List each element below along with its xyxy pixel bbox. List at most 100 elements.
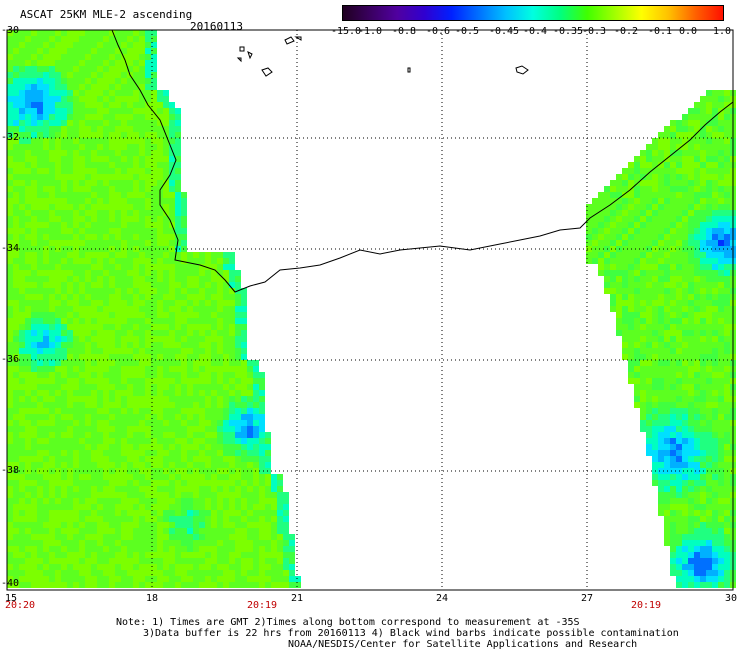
swath-cell	[115, 366, 121, 372]
swath-cell	[61, 30, 67, 36]
swath-cell	[7, 114, 13, 120]
swath-cell	[205, 306, 211, 312]
swath-cell	[121, 174, 127, 180]
swath-cell	[700, 474, 706, 480]
swath-cell	[103, 114, 109, 120]
swath-cell	[79, 168, 85, 174]
swath-cell	[13, 504, 19, 510]
swath-cell	[73, 96, 79, 102]
swath-cell	[622, 342, 628, 348]
swath-cell	[7, 144, 13, 150]
swath-cell	[115, 150, 121, 156]
swath-cell	[31, 300, 37, 306]
swath-cell	[634, 384, 640, 390]
swath-cell	[31, 264, 37, 270]
swath-cell	[712, 180, 718, 186]
swath-cell	[37, 576, 43, 582]
swath-cell	[25, 198, 31, 204]
swath-cell	[61, 384, 67, 390]
swath-cell	[211, 348, 217, 354]
swath-cell	[145, 318, 151, 324]
swath-cell	[67, 132, 73, 138]
swath-cell	[718, 288, 724, 294]
swath-cell	[91, 114, 97, 120]
swath-cell	[688, 330, 694, 336]
swath-cell	[718, 264, 724, 270]
swath-cell	[670, 534, 676, 540]
swath-cell	[199, 438, 205, 444]
swath-cell	[145, 108, 151, 114]
swath-cell	[49, 414, 55, 420]
swath-cell	[79, 174, 85, 180]
swath-cell	[31, 372, 37, 378]
swath-cell	[97, 174, 103, 180]
swath-cell	[169, 444, 175, 450]
swath-cell	[145, 570, 151, 576]
swath-cell	[688, 252, 694, 258]
swath-cell	[127, 264, 133, 270]
swath-cell	[7, 480, 13, 486]
swath-cell	[43, 582, 49, 588]
swath-cell	[694, 234, 700, 240]
swath-cell	[109, 60, 115, 66]
swath-cell	[109, 84, 115, 90]
swath-cell	[628, 234, 634, 240]
swath-cell	[712, 486, 718, 492]
swath-cell	[700, 282, 706, 288]
swath-cell	[133, 192, 139, 198]
swath-cell	[676, 162, 682, 168]
swath-cell	[181, 546, 187, 552]
swath-cell	[163, 372, 169, 378]
swath-cell	[628, 222, 634, 228]
swath-cell	[121, 132, 127, 138]
swath-cell	[145, 486, 151, 492]
swath-cell	[73, 312, 79, 318]
swath-cell	[157, 264, 163, 270]
swath-cell	[55, 336, 61, 342]
swath-cell	[139, 102, 145, 108]
swath-cell	[49, 324, 55, 330]
swath-cell	[79, 336, 85, 342]
swath-cell	[91, 186, 97, 192]
swath-cell	[127, 504, 133, 510]
swath-cell	[151, 294, 157, 300]
swath-cell	[169, 486, 175, 492]
swath-cell	[31, 66, 37, 72]
swath-cell	[121, 504, 127, 510]
swath-cell	[682, 546, 688, 552]
swath-cell	[145, 36, 151, 42]
swath-cell	[73, 384, 79, 390]
swath-cell	[145, 66, 151, 72]
swath-cell	[163, 408, 169, 414]
swath-cell	[223, 576, 229, 582]
swath-cell	[7, 198, 13, 204]
swath-cell	[610, 258, 616, 264]
swath-cell	[181, 240, 187, 246]
swath-cell	[688, 288, 694, 294]
swath-cell	[604, 240, 610, 246]
swath-cell	[103, 162, 109, 168]
swath-cell	[151, 198, 157, 204]
swath-cell	[67, 528, 73, 534]
swath-cell	[676, 504, 682, 510]
swath-cell	[43, 312, 49, 318]
swath-cell	[109, 120, 115, 126]
swath-cell	[223, 540, 229, 546]
swath-cell	[85, 60, 91, 66]
swath-cell	[634, 306, 640, 312]
swath-cell	[229, 264, 235, 270]
swath-cell	[73, 240, 79, 246]
swath-cell	[127, 84, 133, 90]
swath-cell	[706, 102, 712, 108]
swath-cell	[664, 216, 670, 222]
swath-cell	[49, 534, 55, 540]
swath-cell	[700, 228, 706, 234]
swath-cell	[724, 504, 730, 510]
swath-cell	[85, 540, 91, 546]
swath-cell	[37, 390, 43, 396]
swath-cell	[13, 132, 19, 138]
swath-cell	[217, 372, 223, 378]
swath-cell	[73, 258, 79, 264]
swath-cell	[193, 582, 199, 588]
swath-cell	[145, 192, 151, 198]
